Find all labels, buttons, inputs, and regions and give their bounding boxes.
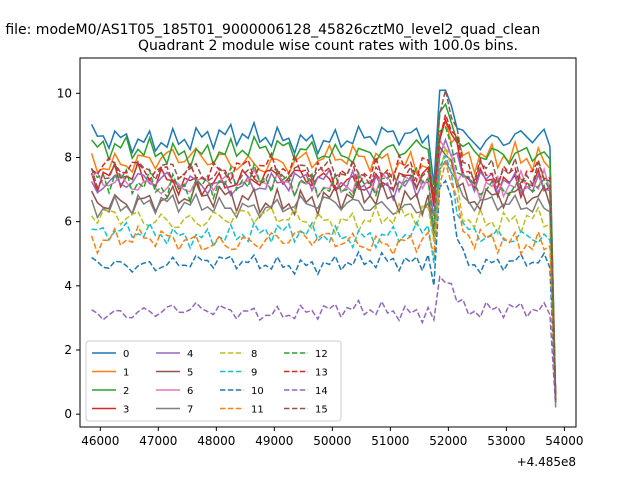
x-tick-label: 46000 <box>81 434 119 448</box>
x-tick-label: 49000 <box>255 434 293 448</box>
legend-label-10: 10 <box>251 386 264 397</box>
series-line-12 <box>90 125 557 402</box>
series-line-0 <box>90 89 557 399</box>
series-line-4 <box>90 137 557 402</box>
y-tick-label: 2 <box>64 343 72 357</box>
y-tick-label: 8 <box>64 150 72 164</box>
legend-label-15: 15 <box>315 405 328 416</box>
y-tick-label: 4 <box>64 279 72 293</box>
series-line-13 <box>91 111 557 401</box>
y-tick-label: 10 <box>57 86 72 100</box>
x-tick-label: 52000 <box>429 434 467 448</box>
x-ticks: 46000 47000 48000 49000 50000 51000 52000 53000… <box>81 427 583 448</box>
legend-frame <box>85 340 342 422</box>
series-line-6 <box>91 137 557 402</box>
series-line-10 <box>91 179 557 406</box>
series-line-1 <box>90 118 557 400</box>
legend-label-7: 7 <box>187 405 193 416</box>
chart-title: Quadrant 2 module wise count rates with … <box>138 38 518 54</box>
x-tick-label: 50000 <box>313 434 351 448</box>
legend-label-11: 11 <box>251 405 264 416</box>
legend-label-13: 13 <box>315 368 328 379</box>
figure-suptitle: n file: modeM0/AS1T05_185T01_9000006128_… <box>0 22 540 38</box>
series-line-7 <box>90 159 557 403</box>
legend-label-9: 9 <box>251 368 257 379</box>
series-line-2 <box>91 102 557 400</box>
x-tick-label: 53000 <box>487 434 525 448</box>
legend-label-8: 8 <box>251 349 257 360</box>
series-line-15 <box>90 90 557 401</box>
y-tick-label: 0 <box>64 407 72 421</box>
series-line-14 <box>91 275 557 408</box>
legend-label-14: 14 <box>315 386 328 397</box>
legend-label-1: 1 <box>123 368 129 379</box>
legend-label-12: 12 <box>315 349 328 360</box>
legend-label-5: 5 <box>187 368 193 379</box>
series-line-3 <box>90 117 557 401</box>
legend-label-0: 0 <box>123 349 129 360</box>
x-tick-label: 48000 <box>197 434 235 448</box>
series-line-8 <box>91 147 557 403</box>
y-tick-label: 6 <box>64 215 72 229</box>
plot-frame <box>79 57 577 428</box>
x-tick-label: 47000 <box>139 434 177 448</box>
x-tick-label: 51000 <box>371 434 409 448</box>
legend-label-3: 3 <box>123 405 129 416</box>
x-tick-label: 54000 <box>545 434 583 448</box>
series-line-5 <box>90 144 557 402</box>
series-layer <box>90 89 557 408</box>
legend-label-2: 2 <box>123 386 129 397</box>
series-line-11 <box>90 159 557 404</box>
legend-label-4: 4 <box>187 349 193 360</box>
x-offset-label: +4.485e8 <box>517 455 576 469</box>
legend-label-6: 6 <box>187 386 193 397</box>
y-ticks: 0 2 4 6 8 10 <box>57 86 80 421</box>
